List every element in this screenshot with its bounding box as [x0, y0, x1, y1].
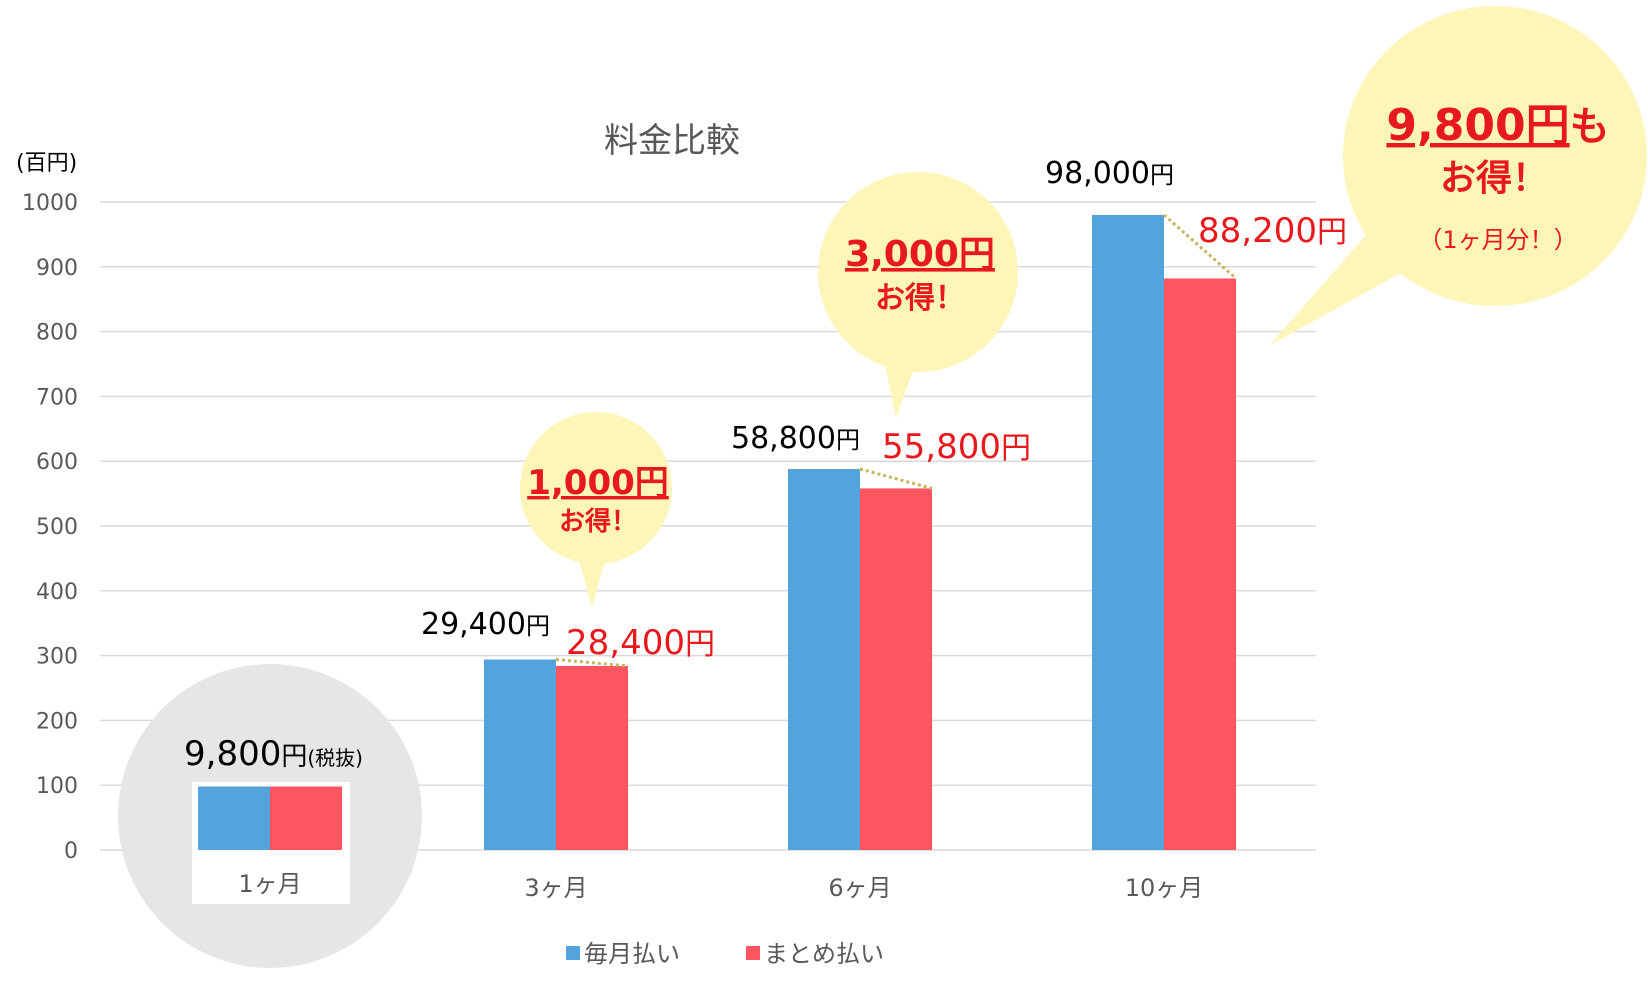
callout-9800-note: （1ヶ月分！）	[1418, 226, 1577, 254]
legend-label-monthly: 毎月払い	[584, 940, 680, 968]
callout-9800-main-line: 9,800円も	[1386, 100, 1609, 151]
bundle-label-3m: 28,400円	[566, 623, 715, 663]
y-tick-label-200: 200	[36, 709, 78, 734]
legend-swatch-bundle	[746, 946, 760, 960]
legend-label-bundle: まとめ払い	[764, 940, 884, 968]
x-axis-ticks: 1ヶ月 3ヶ月 6ヶ月 10ヶ月	[238, 870, 1203, 902]
y-tick-label-0: 0	[64, 839, 78, 864]
bar-bundle-3	[1164, 278, 1236, 850]
monthly-label-3m-value: 29,400	[421, 607, 526, 642]
y-tick-label-500: 500	[36, 515, 78, 540]
bar-bundle-1	[556, 665, 628, 850]
monthly-label-6m-value: 58,800	[731, 421, 836, 456]
x-tick-label-2: 6ヶ月	[828, 874, 891, 902]
bar-monthly-0	[198, 786, 270, 850]
legend: 毎月払い まとめ払い	[566, 940, 884, 968]
y-tick-label-400: 400	[36, 580, 78, 605]
y-tick-label-1000: 1000	[22, 191, 78, 216]
connector-3	[1163, 213, 1237, 280]
x-tick-label-3: 10ヶ月	[1125, 874, 1204, 902]
callout-1000-sub: お得！	[559, 507, 637, 537]
callout-1000: 1,000円 お得！	[520, 412, 672, 608]
monthly-label-10m-unit: 円	[1150, 161, 1174, 189]
monthly-label-3m-unit: 円	[526, 612, 550, 640]
x-tick-label-1: 3ヶ月	[524, 874, 587, 902]
bar-bundle-2	[860, 488, 932, 850]
callout-9800: 9,800円も お得！ （1ヶ月分！）	[1270, 6, 1647, 345]
callout-3000: 3,000円 お得！	[818, 172, 1018, 418]
single-month-value: 9,800	[184, 734, 281, 774]
monthly-label-3m: 29,400円	[421, 607, 550, 642]
callout-1000-main: 1,000円	[527, 463, 669, 503]
connector-1	[555, 657, 629, 668]
y-tick-label-800: 800	[36, 321, 78, 346]
connector-2	[859, 467, 933, 490]
bundle-label-10m: 88,200円	[1198, 211, 1347, 251]
y-tick-label-300: 300	[36, 645, 78, 670]
callout-9800-main: 9,800円	[1386, 100, 1569, 151]
bar-bundle-0	[270, 786, 342, 850]
y-tick-label-600: 600	[36, 450, 78, 475]
bars	[198, 214, 1236, 850]
bundle-label-6m-value: 55,800	[882, 427, 1001, 467]
callout-9800-suffix: も	[1570, 104, 1610, 150]
bundle-label-6m-unit: 円	[1001, 431, 1031, 466]
y-axis-ticks: 0 100 200 300 400 500 600 700 800 900 1000	[22, 191, 78, 864]
single-month-unit: 円	[281, 742, 307, 772]
bundle-label-3m-value: 28,400	[566, 623, 685, 663]
bar-monthly-1	[484, 659, 556, 850]
legend-swatch-monthly	[566, 946, 580, 960]
callout-9800-sub: お得！	[1440, 158, 1548, 199]
monthly-label-6m: 58,800円	[731, 421, 860, 456]
bar-monthly-3	[1092, 214, 1164, 850]
y-tick-label-900: 900	[36, 256, 78, 281]
chart-title: 料金比較	[604, 121, 740, 161]
y-axis-unit: (百円)	[16, 151, 77, 176]
single-month-note: (税抜)	[307, 746, 363, 770]
saving-connectors	[555, 213, 1237, 668]
monthly-label-10m: 98,000円	[1045, 156, 1174, 191]
callout-3000-main: 3,000円	[845, 234, 995, 275]
bar-monthly-2	[788, 468, 860, 850]
y-tick-label-700: 700	[36, 385, 78, 410]
monthly-label-6m-unit: 円	[836, 426, 860, 454]
x-tick-label-0: 1ヶ月	[238, 870, 301, 898]
monthly-label-10m-value: 98,000	[1045, 156, 1150, 191]
bundle-label-10m-unit: 円	[1317, 215, 1347, 250]
callout-3000-sub: お得！	[875, 281, 965, 316]
bundle-label-3m-unit: 円	[685, 627, 715, 662]
single-month-label: 9,800円(税抜)	[184, 734, 363, 774]
y-tick-label-100: 100	[36, 774, 78, 799]
bundle-label-10m-value: 88,200	[1198, 211, 1317, 251]
bundle-label-6m: 55,800円	[882, 427, 1031, 467]
